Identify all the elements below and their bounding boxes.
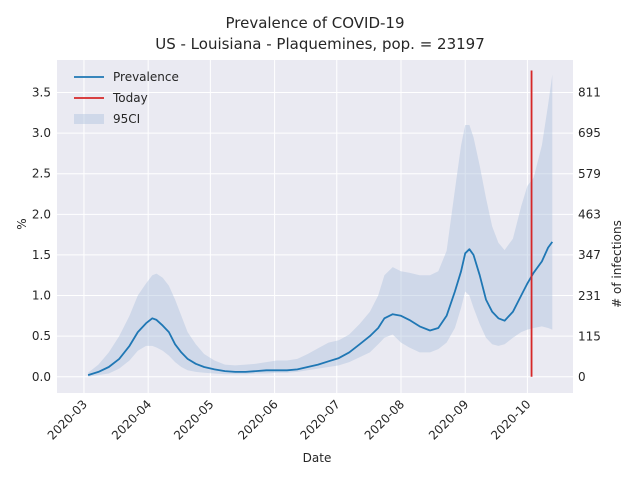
x-tick-label: 2020-03 — [45, 397, 90, 442]
y-tick-labels: 0.0 0.5 1.0 1.5 2.0 2.5 3.0 3.5 — [32, 85, 51, 383]
legend: Prevalence Today 95CI — [74, 70, 179, 126]
y-right-tick-label: 347 — [578, 248, 601, 262]
x-tick-label: 2020-07 — [298, 397, 343, 442]
y-right-tick-label: 695 — [578, 126, 601, 140]
y-right-tick-label: 231 — [578, 289, 601, 303]
ci-band-area — [88, 74, 553, 377]
y-right-tick-labels: 0 115 231 347 463 579 695 811 — [578, 85, 601, 383]
x-axis-label: Date — [303, 451, 332, 465]
prevalence-line-group — [87, 241, 554, 376]
chart-title: Prevalence of COVID-19 — [225, 14, 404, 32]
x-tick-label: 2020-06 — [235, 397, 280, 442]
y-right-tick-label: 115 — [578, 329, 601, 343]
y-tick-label: 1.5 — [32, 248, 51, 262]
y-tick-label: 0.0 — [32, 370, 51, 384]
x-tick-label: 2020-08 — [362, 397, 407, 442]
y-tick-label: 2.0 — [32, 207, 51, 221]
plot-area — [57, 60, 573, 393]
legend-today-label: Today — [112, 91, 148, 105]
grid-lines — [57, 60, 573, 393]
y-tick-label: 3.0 — [32, 126, 51, 140]
y-tick-label: 0.5 — [32, 329, 51, 343]
y-right-tick-label: 811 — [578, 85, 601, 99]
y-tick-label: 3.5 — [32, 85, 51, 99]
y-right-tick-label: 579 — [578, 167, 601, 181]
y-tick-label: 1.0 — [32, 289, 51, 303]
y-tick-label: 2.5 — [32, 167, 51, 181]
x-tick-labels: 2020-03 2020-04 2020-05 2020-06 2020-07 2020-… — [45, 397, 534, 442]
y-right-tick-label: 0 — [578, 370, 586, 384]
y-axis-label: % — [15, 218, 29, 229]
prevalence-line — [87, 241, 554, 376]
y-right-tick-label: 463 — [578, 207, 601, 221]
legend-ci-swatch — [74, 114, 104, 124]
ci-band — [88, 74, 553, 377]
x-tick-label: 2020-10 — [488, 397, 533, 442]
legend-prevalence-label: Prevalence — [113, 70, 179, 84]
y-right-axis-label: # of infections — [610, 220, 624, 308]
x-tick-label: 2020-05 — [171, 397, 216, 442]
x-tick-label: 2020-09 — [426, 397, 471, 442]
chart-subtitle: US - Louisiana - Plaquemines, pop. = 231… — [155, 35, 485, 53]
legend-ci-label: 95CI — [113, 112, 140, 126]
x-tick-label: 2020-04 — [109, 397, 154, 442]
